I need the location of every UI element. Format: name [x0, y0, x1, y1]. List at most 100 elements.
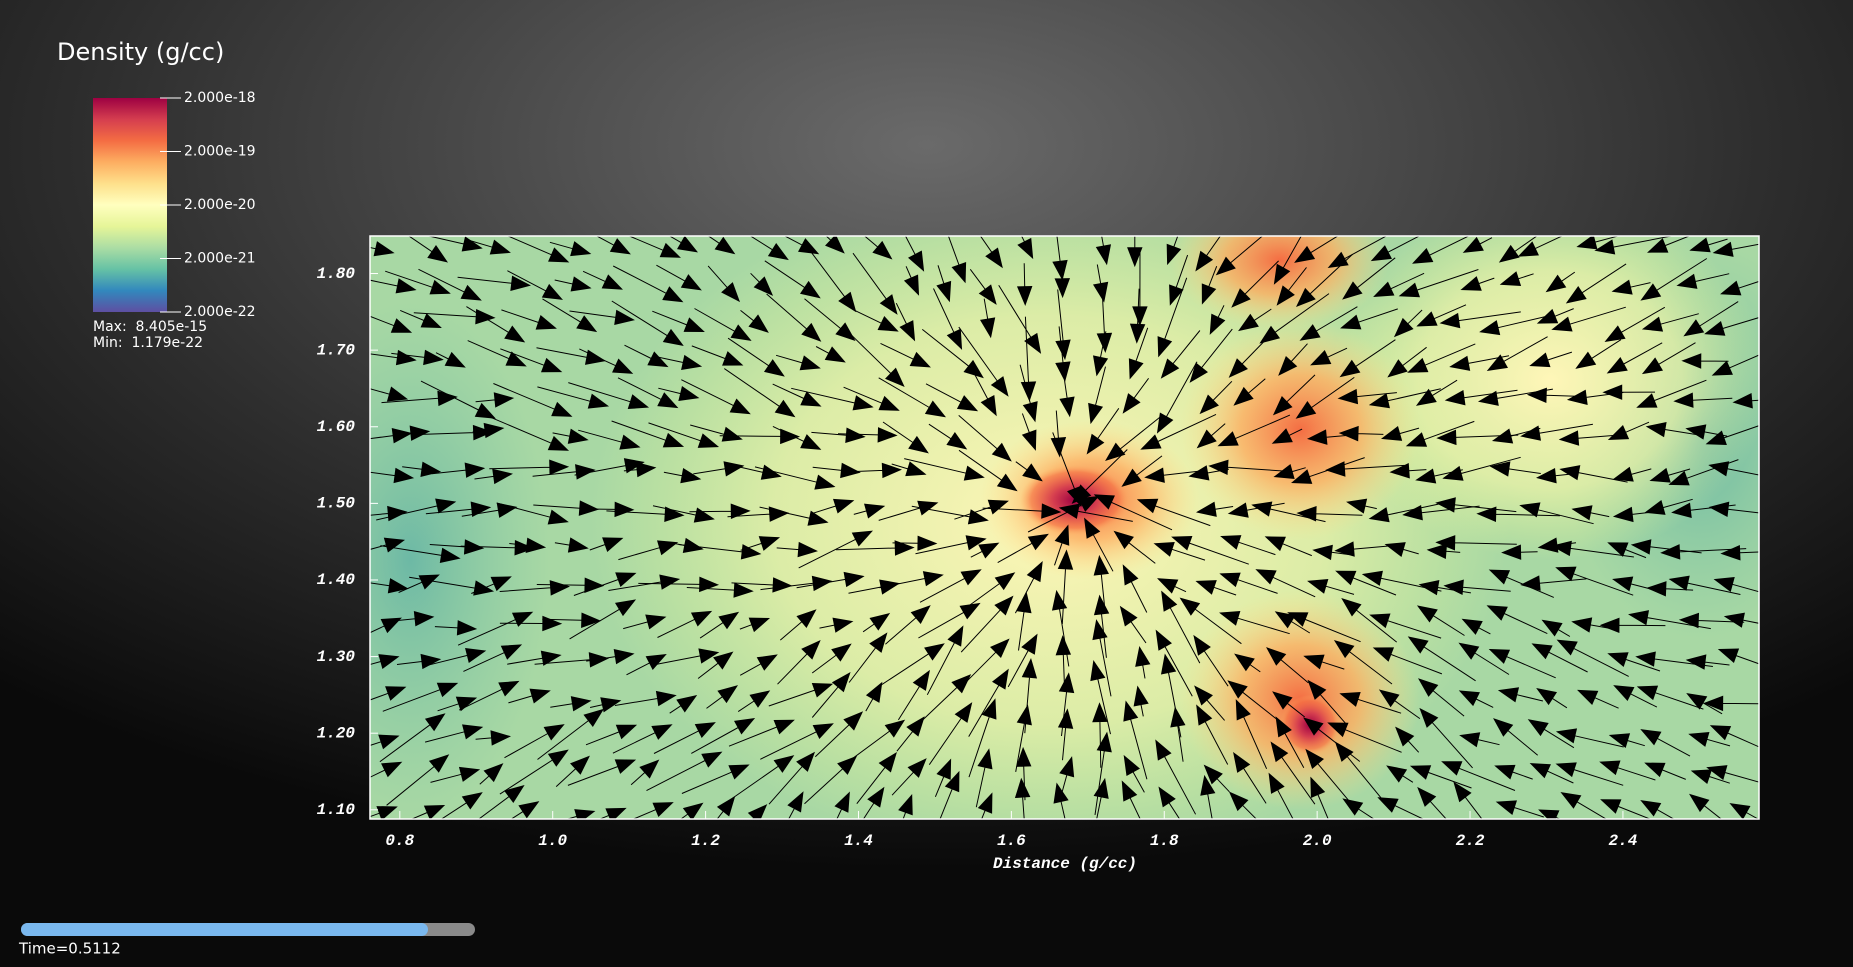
vector-arrow: [750, 272, 774, 296]
vector-arrow: [960, 595, 1014, 653]
vector-arrow: [804, 755, 858, 805]
vector-arrow: [1370, 236, 1421, 262]
vector-arrow: [747, 804, 768, 819]
vector-arrow: [1645, 421, 1698, 438]
vector-arrow: [1161, 590, 1201, 664]
vector-arrow: [542, 298, 598, 333]
vector-arrow: [612, 265, 684, 303]
vector-arrow: [1123, 700, 1148, 780]
vector-arrow: [398, 574, 440, 593]
vector-arrow: [862, 786, 885, 819]
vector-arrow: [959, 638, 1010, 689]
vector-arrow: [1341, 598, 1398, 643]
vector-arrow: [466, 306, 526, 343]
time-slider-fill[interactable]: [21, 923, 428, 936]
vector-arrow: [1646, 581, 1694, 597]
vector-arrow: [928, 702, 973, 765]
vector-arrow: [1157, 578, 1187, 594]
vector-arrow: [429, 539, 485, 555]
vector-arrow: [1435, 497, 1517, 513]
vector-arrow: [595, 236, 631, 255]
vector-arrow: [1551, 306, 1626, 332]
vector-arrow: [706, 685, 739, 709]
vector-arrow: [1057, 549, 1074, 625]
vector-arrow: [370, 761, 403, 778]
vector-arrow: [759, 506, 829, 526]
vector-arrow: [678, 544, 762, 560]
vector-arrow: [681, 379, 751, 415]
vector-arrow: [1054, 266, 1071, 299]
vector-arrow: [904, 236, 925, 272]
vector-arrow: [1050, 410, 1067, 458]
vector-arrow: [1219, 610, 1290, 635]
vector-arrow: [1105, 416, 1161, 462]
vector-arrow: [680, 802, 704, 819]
vector-arrow: [390, 611, 435, 627]
vector-arrow: [1007, 633, 1038, 688]
vector-arrow: [958, 415, 1012, 462]
vector-arrow: [1084, 517, 1114, 572]
vector-arrow: [1369, 613, 1442, 639]
vector-arrow: [776, 541, 818, 558]
vector-arrow: [728, 719, 795, 747]
vector-arrow: [1016, 263, 1033, 306]
color-bar-tick-label: 2.000e-21: [184, 251, 256, 267]
vector-arrow: [896, 716, 925, 752]
vector-arrow: [566, 809, 596, 819]
vector-arrow: [731, 577, 793, 593]
vector-arrow: [382, 682, 459, 712]
vector-arrow: [554, 537, 589, 553]
vector-arrow: [1058, 672, 1075, 737]
vector-arrow: [549, 241, 592, 257]
vector-arrow: [507, 650, 562, 666]
vector-arrow: [1203, 764, 1230, 793]
vector-arrow: [834, 791, 850, 819]
vector-arrow: [915, 535, 987, 555]
vector-arrow: [1531, 643, 1588, 673]
vector-arrow: [1384, 542, 1419, 558]
vector-arrow: [1090, 660, 1111, 735]
vector-arrow: [586, 648, 635, 665]
vector-arrow: [1055, 326, 1071, 382]
vector-arrow: [1227, 680, 1283, 724]
vector-arrow: [370, 428, 413, 444]
vector-arrow: [1234, 653, 1261, 673]
vector-arrow: [1160, 653, 1182, 738]
x-tick-label: 2.0: [1303, 832, 1332, 850]
vector-arrow: [1053, 782, 1069, 819]
vector-arrow: [1571, 505, 1610, 521]
vector-arrow: [409, 576, 495, 596]
vector-arrow: [1015, 704, 1032, 772]
vector-arrow: [474, 468, 513, 485]
vector-arrow: [1144, 467, 1199, 483]
vector-arrow: [921, 329, 984, 379]
vector-arrow: [843, 386, 900, 411]
vector-arrow: [775, 354, 821, 371]
vector-arrow: [1709, 725, 1759, 748]
vector-arrow: [509, 537, 547, 553]
vector-arrow: [1405, 420, 1475, 447]
vector-arrow: [652, 505, 715, 523]
vector-arrow: [740, 310, 769, 333]
vector-arrow: [379, 713, 446, 763]
vector-arrow: [1495, 800, 1544, 818]
vector-arrow: [1407, 636, 1476, 682]
vector-arrow: [1378, 689, 1421, 720]
vector-arrow: [1342, 257, 1396, 300]
vector-arrow: [611, 420, 685, 448]
vector-arrow: [1021, 413, 1037, 451]
vector-arrow: [1195, 236, 1221, 272]
vector-arrow: [754, 466, 836, 490]
vector-arrow: [1541, 619, 1571, 637]
vector-arrow: [1275, 716, 1305, 769]
vector-arrow: [504, 724, 565, 759]
vector-arrow: [691, 718, 756, 754]
vector-arrow: [1559, 465, 1628, 483]
vector-arrow: [791, 387, 874, 411]
vector-arrow: [1093, 494, 1173, 531]
vector-arrow: [1058, 503, 1133, 522]
vector-arrow: [1689, 793, 1722, 819]
vector-arrow: [1416, 605, 1465, 636]
vector-arrow: [574, 458, 645, 476]
vector-arrow: [1135, 646, 1151, 679]
